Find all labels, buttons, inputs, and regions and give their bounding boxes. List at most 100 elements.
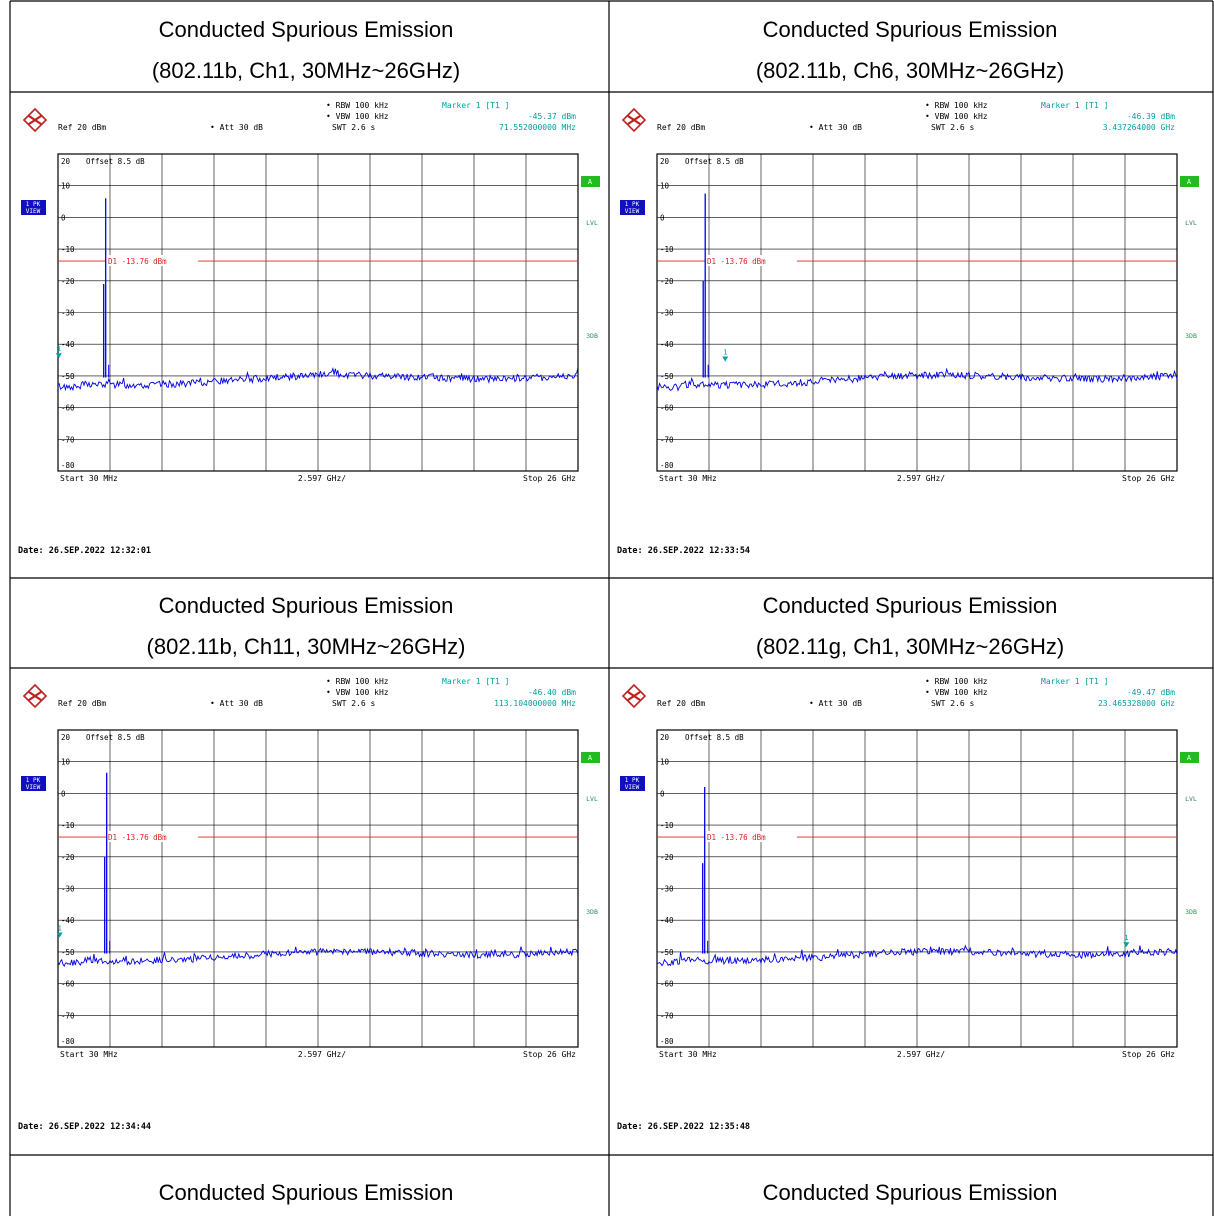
marker-frequency: 71.552000000 MHz xyxy=(499,123,576,132)
date-label: Date: 26.SEP.2022 12:35:48 xyxy=(617,1122,750,1132)
a-badge-label: A xyxy=(588,754,593,762)
ref-label: Ref 20 dBm xyxy=(58,699,106,708)
rohde-schwarz-logo-icon xyxy=(22,683,48,709)
title-2-line2: (802.11b, Ch6, 30MHz~26GHz) xyxy=(756,58,1064,83)
y-tick-label: 10 xyxy=(660,182,670,191)
limit-label-bg xyxy=(705,831,797,843)
title-2-line1: Conducted Spurious Emission xyxy=(763,17,1058,42)
att-label: • Att 30 dB xyxy=(809,123,862,132)
title-5-line1: Conducted Spurious Emission xyxy=(159,1180,454,1205)
marker-level: -46.40 dBm xyxy=(528,688,576,697)
y-tick-label: -20 xyxy=(660,277,674,286)
a-badge-label: A xyxy=(588,178,593,186)
view-badge xyxy=(21,200,46,215)
3db-label: 3DB xyxy=(586,332,598,340)
x-stop-label: Stop 26 GHz xyxy=(523,1050,576,1059)
spectrum-trace xyxy=(656,944,1178,967)
lvl-label: LVL xyxy=(586,795,598,803)
limit-line-label: D1 -13.76 dBm xyxy=(707,257,766,266)
att-label: • Att 30 dB xyxy=(210,699,263,708)
limit-label-bg xyxy=(705,255,797,267)
y-tick-label: -30 xyxy=(61,309,75,318)
offset-label: Offset 8.5 dB xyxy=(685,733,744,742)
spectrum-trace xyxy=(57,946,579,968)
3db-label: 3DB xyxy=(1185,332,1197,340)
y-tick-label: 10 xyxy=(61,758,71,767)
y-tick-label: -80 xyxy=(660,461,674,470)
y-tick-label: 10 xyxy=(660,758,670,767)
y-tick-label: -20 xyxy=(660,853,674,862)
x-stop-label: Stop 26 GHz xyxy=(1122,1050,1175,1059)
marker-level: -46.39 dBm xyxy=(1127,112,1175,121)
swt-label: SWT 2.6 s xyxy=(931,699,975,708)
marker-1-icon xyxy=(55,353,62,359)
y-tick-label: -10 xyxy=(61,821,75,830)
att-label: • Att 30 dB xyxy=(809,699,862,708)
date-label: Date: 26.SEP.2022 12:33:54 xyxy=(617,546,750,556)
x-stop-label: Stop 26 GHz xyxy=(523,474,576,483)
y-tick-label: 0 xyxy=(660,213,665,222)
y-tick-label: -30 xyxy=(61,885,75,894)
y-tick-label: -60 xyxy=(660,980,674,989)
3db-label: 3DB xyxy=(1185,908,1197,916)
view-badge-line2: VIEW xyxy=(26,784,41,791)
vbw-label: • VBW 100 kHz xyxy=(925,688,988,697)
y-tick-label: 20 xyxy=(61,733,71,742)
marker-1-label: 1 xyxy=(723,348,727,356)
limit-line-label: D1 -13.76 dBm xyxy=(108,257,167,266)
date-label: Date: 26.SEP.2022 12:32:01 xyxy=(18,546,151,556)
x-start-label: Start 30 MHz xyxy=(60,1050,118,1059)
marker-frequency: 3.437264000 GHz xyxy=(1103,123,1175,132)
view-badge-line1: 1 PK xyxy=(26,201,41,208)
rbw-label: • RBW 100 kHz xyxy=(925,677,988,686)
x-start-label: Start 30 MHz xyxy=(659,474,717,483)
logo-stroke-b xyxy=(627,691,641,701)
title-3-line1: Conducted Spurious Emission xyxy=(159,593,454,618)
view-badge-line2: VIEW xyxy=(625,208,640,215)
y-tick-label: -50 xyxy=(61,948,75,957)
y-tick-label: 20 xyxy=(61,157,71,166)
view-badge-line1: 1 PK xyxy=(625,201,640,208)
swt-label: SWT 2.6 s xyxy=(332,699,376,708)
x-stop-label: Stop 26 GHz xyxy=(1122,474,1175,483)
marker-1-label: 1 xyxy=(1124,934,1128,942)
title-3-line2: (802.11b, Ch11, 30MHz~26GHz) xyxy=(147,634,466,659)
rbw-label: • RBW 100 kHz xyxy=(326,677,389,686)
marker-name: Marker 1 [T1 ] xyxy=(1041,101,1108,110)
swt-label: SWT 2.6 s xyxy=(931,123,975,132)
y-tick-label: -80 xyxy=(660,1037,674,1046)
y-tick-label: -60 xyxy=(61,980,75,989)
view-badge-line2: VIEW xyxy=(625,784,640,791)
a-badge-label: A xyxy=(1187,754,1192,762)
rbw-label: • RBW 100 kHz xyxy=(925,101,988,110)
y-tick-label: 0 xyxy=(61,789,66,798)
marker-1-label: 1 xyxy=(58,924,62,932)
view-badge-line1: 1 PK xyxy=(625,777,640,784)
x-start-label: Start 30 MHz xyxy=(60,474,118,483)
x-span-label: 2.597 GHz/ xyxy=(897,1050,945,1059)
vbw-label: • VBW 100 kHz xyxy=(326,112,389,121)
title-cells: Conducted Spurious Emission (802.11b, Ch… xyxy=(147,17,1065,1205)
lvl-label: LVL xyxy=(1185,219,1197,227)
y-tick-label: -60 xyxy=(61,404,75,413)
y-tick-label: 20 xyxy=(660,733,670,742)
logo-stroke-b xyxy=(28,115,42,125)
y-tick-label: -20 xyxy=(61,853,75,862)
view-badge xyxy=(620,200,645,215)
y-tick-label: -60 xyxy=(660,404,674,413)
a-badge xyxy=(1180,176,1199,187)
marker-name: Marker 1 [T1 ] xyxy=(1041,677,1108,686)
marker-level: -49.47 dBm xyxy=(1127,688,1175,697)
y-tick-label: -70 xyxy=(61,1011,75,1020)
analyzer-chart-4: • RBW 100 kHz • VBW 100 kHz SWT 2.6 s Ref 2… xyxy=(617,677,1199,1132)
limit-label-bg xyxy=(106,255,198,267)
marker-1-icon xyxy=(722,356,729,362)
y-tick-label: -40 xyxy=(61,340,75,349)
limit-line-label: D1 -13.76 dBm xyxy=(108,833,167,842)
rohde-schwarz-logo-icon xyxy=(621,683,647,709)
ref-label: Ref 20 dBm xyxy=(657,123,705,132)
y-tick-label: -50 xyxy=(61,372,75,381)
x-span-label: 2.597 GHz/ xyxy=(897,474,945,483)
view-badge-line1: 1 PK xyxy=(26,777,41,784)
